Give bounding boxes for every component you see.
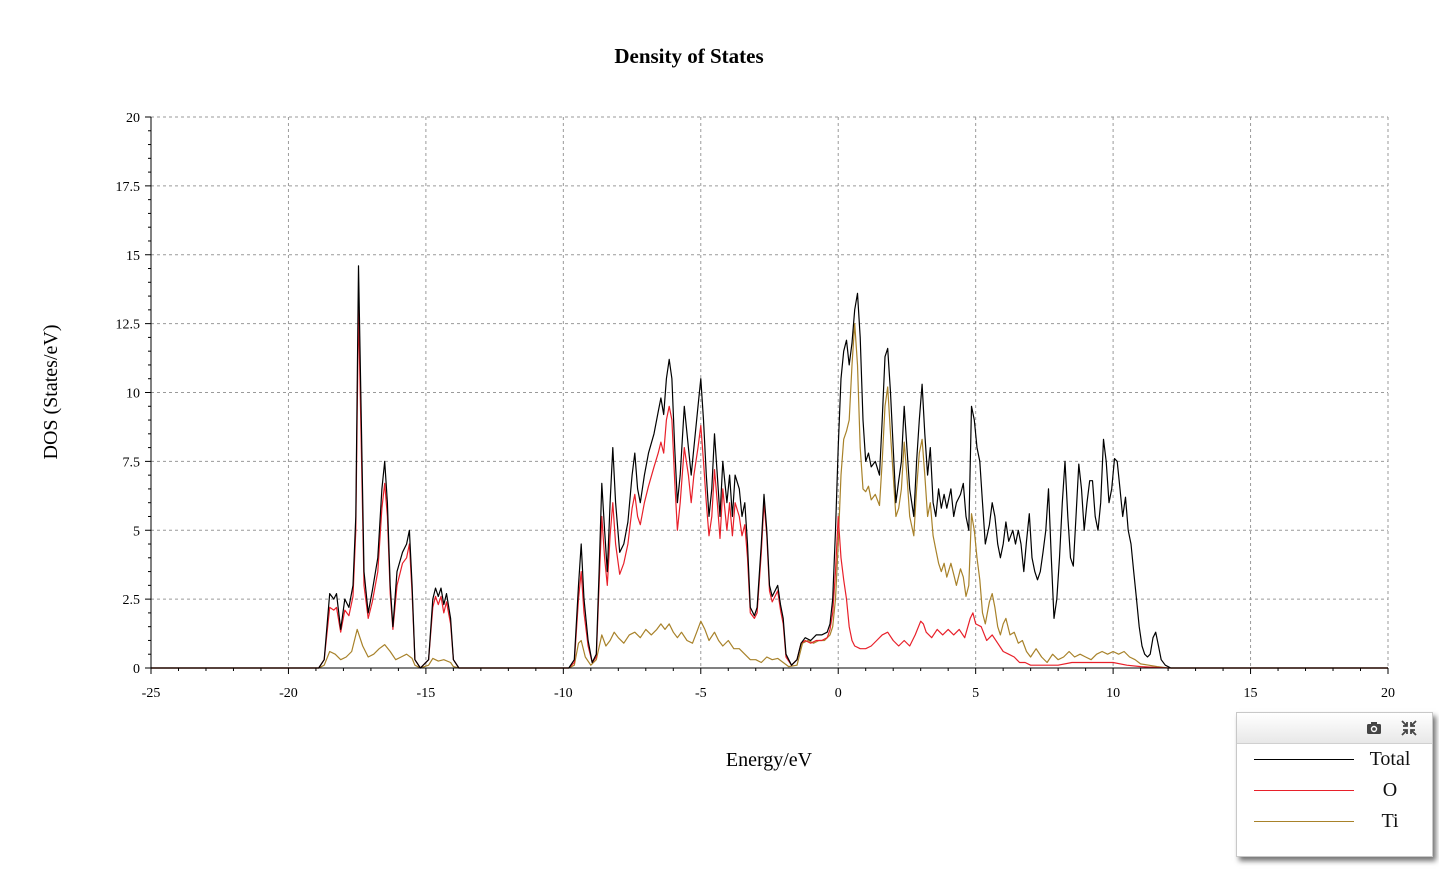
x-tick-label: -10	[554, 686, 573, 701]
x-tick-label: 20	[1381, 686, 1395, 701]
legend-swatch-o	[1254, 790, 1354, 791]
x-tick-label: -20	[279, 686, 298, 701]
y-tick-label: 5	[133, 524, 140, 539]
legend: Total O Ti	[1236, 712, 1433, 857]
y-tick-label: 7.5	[123, 455, 141, 470]
series-line-o	[151, 306, 1388, 669]
x-axis-label: Energy/eV	[726, 749, 813, 771]
x-tick-label: 10	[1106, 686, 1120, 701]
legend-swatch-total	[1254, 759, 1354, 760]
legend-label-o: O	[1382, 779, 1398, 801]
legend-label-ti: Ti	[1381, 810, 1399, 832]
x-tick-label: -5	[695, 686, 707, 701]
chart-title: Density of States	[614, 44, 763, 68]
x-tick-label: 0	[835, 686, 842, 701]
restore-icon[interactable]	[1400, 719, 1418, 737]
x-tick-label: -15	[417, 686, 436, 701]
legend-toolbar	[1237, 713, 1432, 744]
y-tick-label: 20	[126, 111, 140, 126]
y-tick-label: 0	[133, 662, 140, 677]
legend-entry-o[interactable]: O	[1237, 775, 1432, 806]
legend-entry-total[interactable]: Total	[1237, 744, 1432, 775]
legend-label-total: Total	[1369, 748, 1411, 770]
axes: -25 -20 -15 -10 -5 0 5 10 15 20 0 2.5 5 7.5 10 12.5 15 17…	[116, 111, 1396, 701]
legend-entry-ti[interactable]: Ti	[1237, 806, 1432, 837]
camera-icon[interactable]	[1365, 719, 1383, 737]
y-axis-label: DOS (States/eV)	[40, 325, 62, 460]
legend-swatch-ti	[1254, 821, 1354, 822]
x-tick-label: 5	[972, 686, 979, 701]
series-layer	[151, 265, 1388, 669]
y-tick-label: 10	[126, 387, 140, 402]
x-tick-label: 15	[1244, 686, 1258, 701]
legend-rows: Total O Ti	[1237, 744, 1432, 837]
y-tick-label: 12.5	[116, 318, 141, 333]
y-tick-label: 2.5	[123, 593, 141, 608]
y-tick-label: 17.5	[116, 180, 141, 195]
series-line-total	[151, 265, 1388, 669]
y-tick-label: 15	[126, 249, 140, 264]
series-line-ti	[151, 323, 1388, 669]
x-tick-label: -25	[142, 686, 161, 701]
